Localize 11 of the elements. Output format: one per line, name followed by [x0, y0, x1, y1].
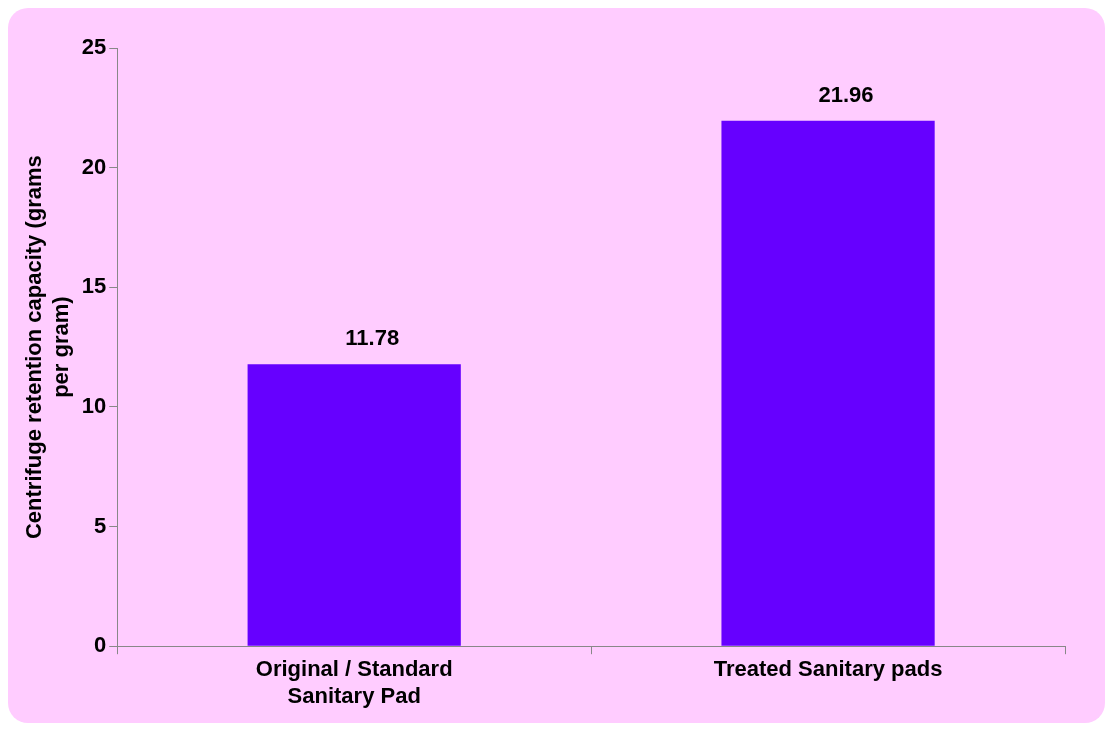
data-label: 21.96	[818, 81, 874, 107]
y-tick-label: 0	[94, 632, 107, 658]
data-label: 11.78	[345, 325, 400, 351]
y-tick-label: 25	[81, 34, 107, 60]
x-tick-label: Original / Standard Sanitary Pad	[255, 656, 453, 708]
y-tick-label: 10	[81, 392, 107, 418]
y-tick-label: 15	[81, 273, 107, 299]
y-tick-label: 20	[81, 153, 107, 179]
y-tick-label: 5	[94, 512, 107, 538]
y-axis-title: Centrifuge retention capacity (grams per gram)	[21, 155, 73, 540]
x-tick-label: Treated Sanitary pads	[713, 656, 943, 682]
